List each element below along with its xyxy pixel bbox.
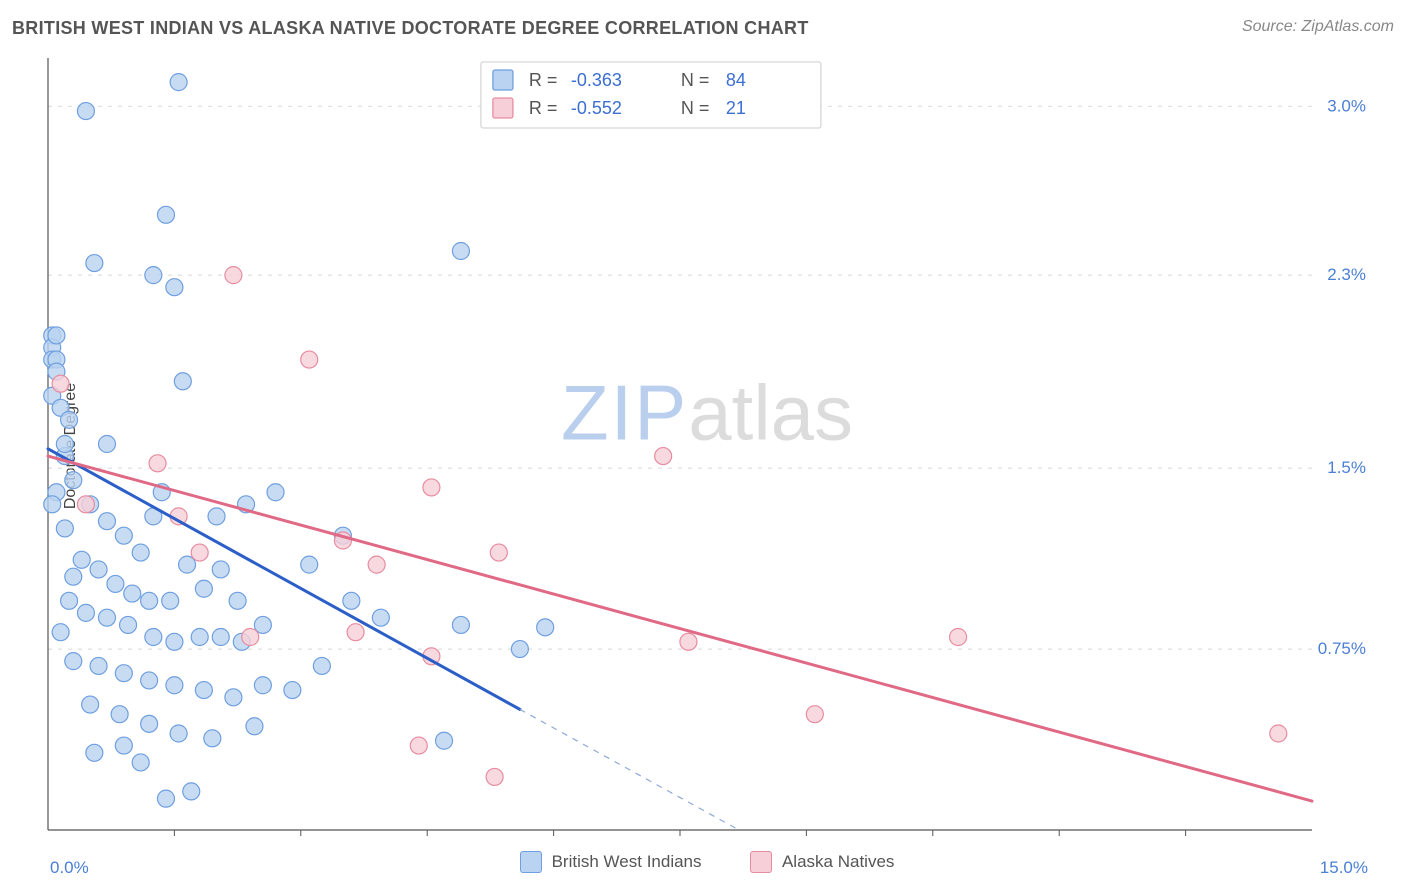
svg-text:1.5%: 1.5% — [1327, 458, 1366, 477]
svg-text:R =: R = — [529, 70, 558, 90]
header: BRITISH WEST INDIAN VS ALASKA NATIVE DOC… — [12, 18, 1394, 48]
scatter-svg: 0.75% 1.5% 2.3% 3.0% R = -0.363 N = 84 R = -0.552… — [42, 52, 1372, 836]
svg-text:-0.363: -0.363 — [571, 70, 622, 90]
legend-bottom: British West Indians Alaska Natives — [42, 851, 1372, 878]
svg-text:84: 84 — [726, 70, 746, 90]
svg-text:3.0%: 3.0% — [1327, 96, 1366, 115]
legend-label-an: Alaska Natives — [782, 852, 894, 872]
footer: 0.0% British West Indians Alaska Natives… — [42, 848, 1372, 878]
legend-label-bwi: British West Indians — [552, 852, 702, 872]
svg-text:-0.552: -0.552 — [571, 98, 622, 118]
svg-text:0.75%: 0.75% — [1318, 639, 1366, 658]
svg-text:R =: R = — [529, 98, 558, 118]
source-label: Source: ZipAtlas.com — [1242, 18, 1394, 36]
legend-item-an: Alaska Natives — [750, 851, 894, 873]
legend-item-bwi: British West Indians — [520, 851, 702, 873]
svg-text:21: 21 — [726, 98, 746, 118]
svg-text:2.3%: 2.3% — [1327, 265, 1366, 284]
plot-area: 0.75% 1.5% 2.3% 3.0% R = -0.363 N = 84 R = -0.552… — [42, 52, 1372, 836]
svg-text:N =: N = — [681, 70, 710, 90]
chart-title: BRITISH WEST INDIAN VS ALASKA NATIVE DOC… — [12, 18, 809, 38]
svg-text:N =: N = — [681, 98, 710, 118]
legend-swatch-bwi — [520, 851, 542, 873]
legend-swatch-an — [750, 851, 772, 873]
x-axis-max-label: 15.0% — [1320, 858, 1368, 878]
